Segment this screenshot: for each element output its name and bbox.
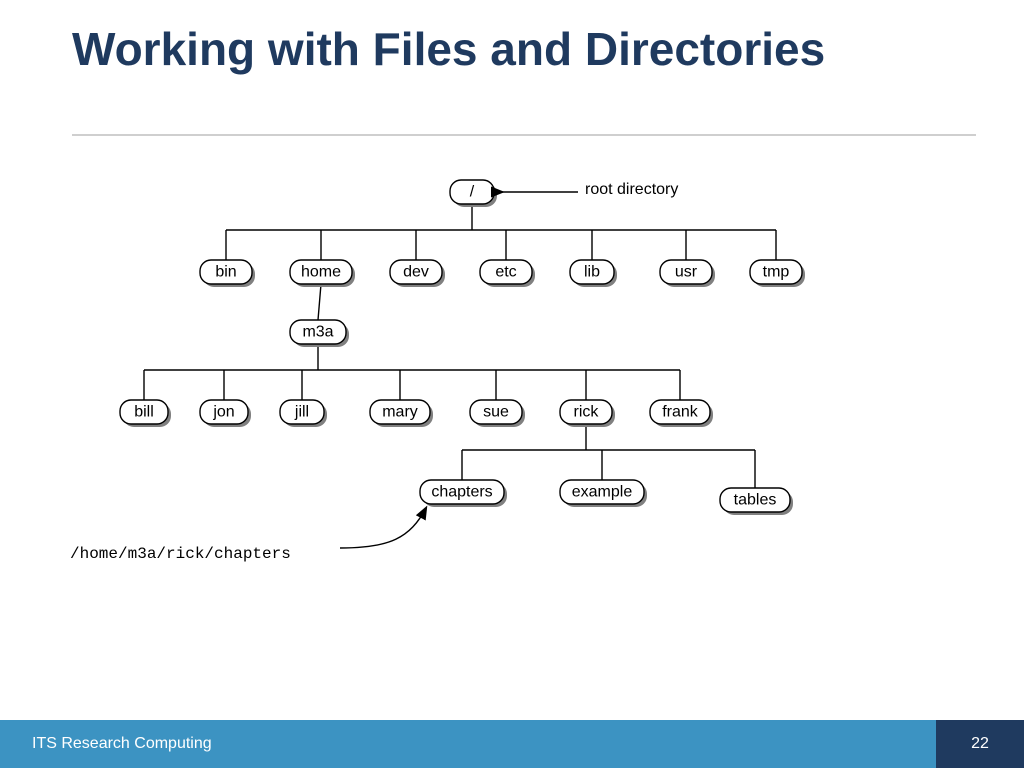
node-lib: lib xyxy=(570,260,617,287)
slide-title: Working with Files and Directories xyxy=(72,24,976,75)
node-label-etc: etc xyxy=(495,264,516,281)
node-root: / xyxy=(450,180,497,207)
node-jon: jon xyxy=(200,400,251,427)
node-label-chap: chapters xyxy=(431,484,492,501)
title-underline xyxy=(72,134,976,136)
footer-left: ITS Research Computing xyxy=(0,720,936,768)
node-dev: dev xyxy=(390,260,445,287)
annotation-path: /home/m3a/rick/chapters xyxy=(70,545,291,563)
node-label-examp: example xyxy=(572,484,633,501)
node-usr: usr xyxy=(660,260,715,287)
node-label-rick: rick xyxy=(574,404,600,421)
node-label-root: / xyxy=(470,184,475,201)
node-label-sue: sue xyxy=(483,404,509,421)
slide-footer: ITS Research Computing 22 xyxy=(0,720,1024,768)
node-label-mary: mary xyxy=(382,404,418,421)
node-label-tmp: tmp xyxy=(763,264,790,281)
directory-tree-diagram: / bin home dev etc lib usr tmp m3a bill jon jill mar… xyxy=(0,160,1024,580)
node-sue: sue xyxy=(470,400,525,427)
node-frank: frank xyxy=(650,400,713,427)
edges xyxy=(144,204,776,488)
node-mary: mary xyxy=(370,400,433,427)
node-bill: bill xyxy=(120,400,171,427)
node-label-usr: usr xyxy=(675,264,698,281)
node-jill: jill xyxy=(280,400,327,427)
node-label-tables: tables xyxy=(734,492,777,509)
node-label-bin: bin xyxy=(215,264,236,281)
node-label-home: home xyxy=(301,264,341,281)
node-tmp: tmp xyxy=(750,260,805,287)
annotation-arrow-path xyxy=(340,508,426,548)
node-label-dev: dev xyxy=(403,264,429,281)
node-home: home xyxy=(290,260,355,287)
node-chap: chapters xyxy=(420,480,507,507)
node-bin: bin xyxy=(200,260,255,287)
node-label-jill: jill xyxy=(294,404,309,421)
footer-page-number: 22 xyxy=(936,720,1024,768)
node-etc: etc xyxy=(480,260,535,287)
node-label-jon: jon xyxy=(212,404,234,421)
node-label-m3a: m3a xyxy=(302,324,333,341)
node-tables: tables xyxy=(720,488,793,515)
node-label-lib: lib xyxy=(584,264,600,281)
node-rick: rick xyxy=(560,400,615,427)
node-examp: example xyxy=(560,480,647,507)
tree-svg: / bin home dev etc lib usr tmp m3a bill jon jill mar… xyxy=(0,160,1024,580)
node-label-frank: frank xyxy=(662,404,699,421)
node-label-bill: bill xyxy=(134,404,154,421)
node-m3a: m3a xyxy=(290,320,349,347)
annotation-rootdir: root directory xyxy=(585,181,678,198)
